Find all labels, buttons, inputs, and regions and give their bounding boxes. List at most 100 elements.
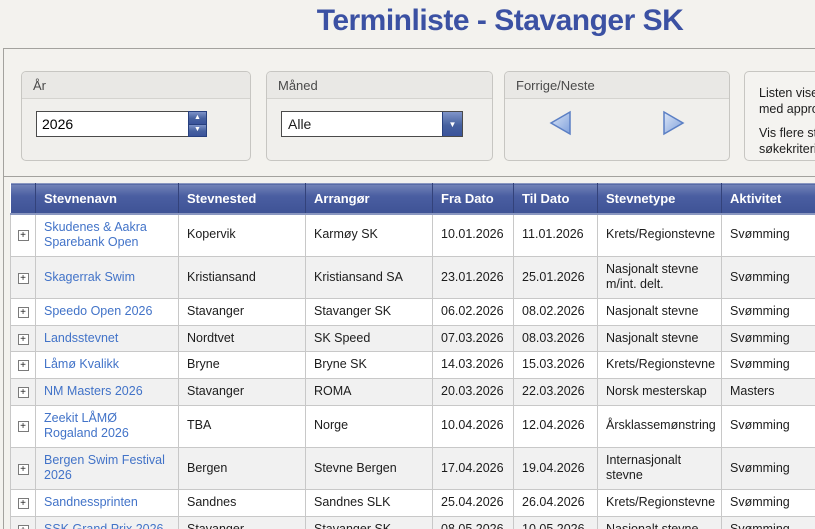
event-name-cell: Speedo Open 2026 bbox=[35, 298, 179, 326]
month-filter-panel: Måned Alle ▼ bbox=[266, 71, 493, 161]
events-table-header-row: Stevnenavn Stevnested Arrangør Fra Dato Til … bbox=[10, 183, 815, 215]
table-row: + Zeekit LÅMØ Rogaland 2026 TBA Norge 10.04.… bbox=[10, 405, 815, 448]
column-header-aktivitet: Aktivitet bbox=[721, 183, 815, 215]
info-panel: Listen viser med approb Vis flere ste sø… bbox=[744, 71, 815, 161]
column-header-stevnetype: Stevnetype bbox=[597, 183, 722, 215]
prev-next-panel: Forrige/Neste bbox=[504, 71, 730, 161]
event-name-cell: Skagerrak Swim bbox=[35, 256, 179, 300]
expand-column-header bbox=[10, 183, 36, 215]
expand-icon[interactable]: + bbox=[17, 307, 29, 318]
activity-cell: Svømming bbox=[721, 447, 815, 491]
filter-bar: År ▲ ▼ Måned Alle ▼ Forrige/Neste bbox=[3, 48, 815, 177]
venue-cell: Stavanger bbox=[178, 516, 306, 529]
event-link[interactable]: Låmø Kvalikk bbox=[44, 357, 120, 372]
event-link[interactable]: Bergen Swim Festival 2026 bbox=[44, 452, 165, 483]
venue-cell: Sandnes bbox=[178, 489, 306, 517]
column-header-stevnested: Stevnested bbox=[178, 183, 306, 215]
expand-icon[interactable]: + bbox=[17, 421, 29, 433]
column-header-til-dato: Til Dato bbox=[513, 183, 598, 215]
event-link[interactable]: Skudenes & Aakra Sparebank Open bbox=[44, 219, 147, 250]
info-text-line: søkekriteria bbox=[759, 141, 815, 156]
table-row: + Låmø Kvalikk Bryne Bryne SK 14.03.2026 15.0… bbox=[10, 351, 815, 379]
expand-cell: + bbox=[10, 351, 36, 379]
venue-cell: Bryne bbox=[178, 351, 306, 379]
from-date-cell: 14.03.2026 bbox=[432, 351, 514, 379]
expand-icon[interactable]: + bbox=[17, 386, 29, 398]
year-spinner-down-icon[interactable]: ▼ bbox=[189, 123, 206, 136]
event-name-cell: SSK Grand Prix 2026 bbox=[35, 516, 179, 529]
expand-cell: + bbox=[10, 405, 36, 448]
year-input[interactable] bbox=[36, 111, 188, 137]
event-type-cell: Internasjonalt stevne bbox=[597, 447, 722, 491]
column-header-fra-dato: Fra Dato bbox=[432, 183, 514, 215]
event-type-cell: Nasjonalt stevne m/int. delt. bbox=[597, 256, 722, 300]
events-table-section: Stevnenavn Stevnested Arrangør Fra Dato Til … bbox=[3, 177, 815, 529]
activity-cell: Svømming bbox=[721, 213, 815, 257]
venue-cell: Kopervik bbox=[178, 213, 306, 257]
chevron-down-icon: ▼ bbox=[442, 112, 462, 136]
expand-icon[interactable]: + bbox=[17, 272, 29, 284]
year-filter-panel: År ▲ ▼ bbox=[21, 71, 251, 161]
prev-next-label: Forrige/Neste bbox=[505, 72, 729, 99]
event-type-cell: Nasjonalt stevne bbox=[597, 325, 722, 353]
expand-icon[interactable]: + bbox=[17, 333, 29, 345]
event-link[interactable]: NM Masters 2026 bbox=[44, 383, 143, 398]
expand-cell: + bbox=[10, 378, 36, 406]
organizer-cell: ROMA bbox=[305, 378, 433, 406]
activity-cell: Svømming bbox=[721, 405, 815, 448]
from-date-cell: 23.01.2026 bbox=[432, 256, 514, 300]
table-row: + Speedo Open 2026 Stavanger Stavanger SK 06… bbox=[10, 298, 815, 326]
year-spinner-up-icon[interactable]: ▲ bbox=[189, 112, 206, 124]
activity-cell: Svømming bbox=[721, 325, 815, 353]
event-link[interactable]: Landsstevnet bbox=[44, 330, 119, 345]
from-date-cell: 10.01.2026 bbox=[432, 213, 514, 257]
to-date-cell: 08.03.2026 bbox=[513, 325, 598, 353]
month-filter-label: Måned bbox=[267, 72, 492, 99]
info-text-line: Vis flere ste bbox=[759, 125, 815, 140]
table-row: + Skudenes & Aakra Sparebank Open Kopervik… bbox=[10, 213, 815, 257]
event-link[interactable]: Zeekit LÅMØ Rogaland 2026 bbox=[44, 410, 129, 441]
event-link[interactable]: Skagerrak Swim bbox=[44, 269, 135, 284]
to-date-cell: 26.04.2026 bbox=[513, 489, 598, 517]
venue-cell: Nordtvet bbox=[178, 325, 306, 353]
event-name-cell: Skudenes & Aakra Sparebank Open bbox=[35, 213, 179, 257]
event-link[interactable]: Sandnessprinten bbox=[44, 495, 138, 509]
venue-cell: TBA bbox=[178, 405, 306, 448]
table-row: + Skagerrak Swim Kristiansand Kristiansand … bbox=[10, 256, 815, 300]
organizer-cell: Stevne Bergen bbox=[305, 447, 433, 491]
year-spinner: ▲ ▼ bbox=[188, 111, 207, 137]
expand-cell: + bbox=[10, 213, 36, 257]
organizer-cell: SK Speed bbox=[305, 325, 433, 353]
previous-arrow-icon[interactable] bbox=[547, 109, 575, 142]
organizer-cell: Bryne SK bbox=[305, 351, 433, 379]
expand-icon[interactable]: + bbox=[17, 360, 29, 372]
event-name-cell: Landsstevnet bbox=[35, 325, 179, 353]
expand-icon[interactable]: + bbox=[17, 230, 29, 242]
event-name-cell: Zeekit LÅMØ Rogaland 2026 bbox=[35, 405, 179, 448]
event-type-cell: Nasjonalt stevne bbox=[597, 516, 722, 529]
expand-cell: + bbox=[10, 325, 36, 353]
to-date-cell: 25.01.2026 bbox=[513, 256, 598, 300]
to-date-cell: 12.04.2026 bbox=[513, 405, 598, 448]
event-type-cell: Krets/Regionstevne bbox=[597, 489, 722, 517]
expand-icon[interactable]: + bbox=[17, 498, 29, 509]
month-select[interactable]: Alle ▼ bbox=[281, 111, 463, 137]
organizer-cell: Norge bbox=[305, 405, 433, 448]
next-arrow-icon[interactable] bbox=[659, 109, 687, 142]
organizer-cell: Karmøy SK bbox=[305, 213, 433, 257]
expand-icon[interactable]: + bbox=[17, 524, 29, 529]
event-link[interactable]: Speedo Open 2026 bbox=[44, 304, 153, 318]
event-link[interactable]: SSK Grand Prix 2026 bbox=[44, 521, 164, 529]
activity-cell: Svømming bbox=[721, 298, 815, 326]
table-row: + Landsstevnet Nordtvet SK Speed 07.03.2026 0… bbox=[10, 325, 815, 353]
expand-cell: + bbox=[10, 298, 36, 326]
to-date-cell: 15.03.2026 bbox=[513, 351, 598, 379]
expand-cell: + bbox=[10, 256, 36, 300]
from-date-cell: 07.03.2026 bbox=[432, 325, 514, 353]
events-table: Stevnenavn Stevnested Arrangør Fra Dato Til … bbox=[10, 183, 815, 529]
to-date-cell: 08.02.2026 bbox=[513, 298, 598, 326]
expand-icon[interactable]: + bbox=[17, 463, 29, 475]
activity-cell: Svømming bbox=[721, 489, 815, 517]
activity-cell: Svømming bbox=[721, 516, 815, 529]
